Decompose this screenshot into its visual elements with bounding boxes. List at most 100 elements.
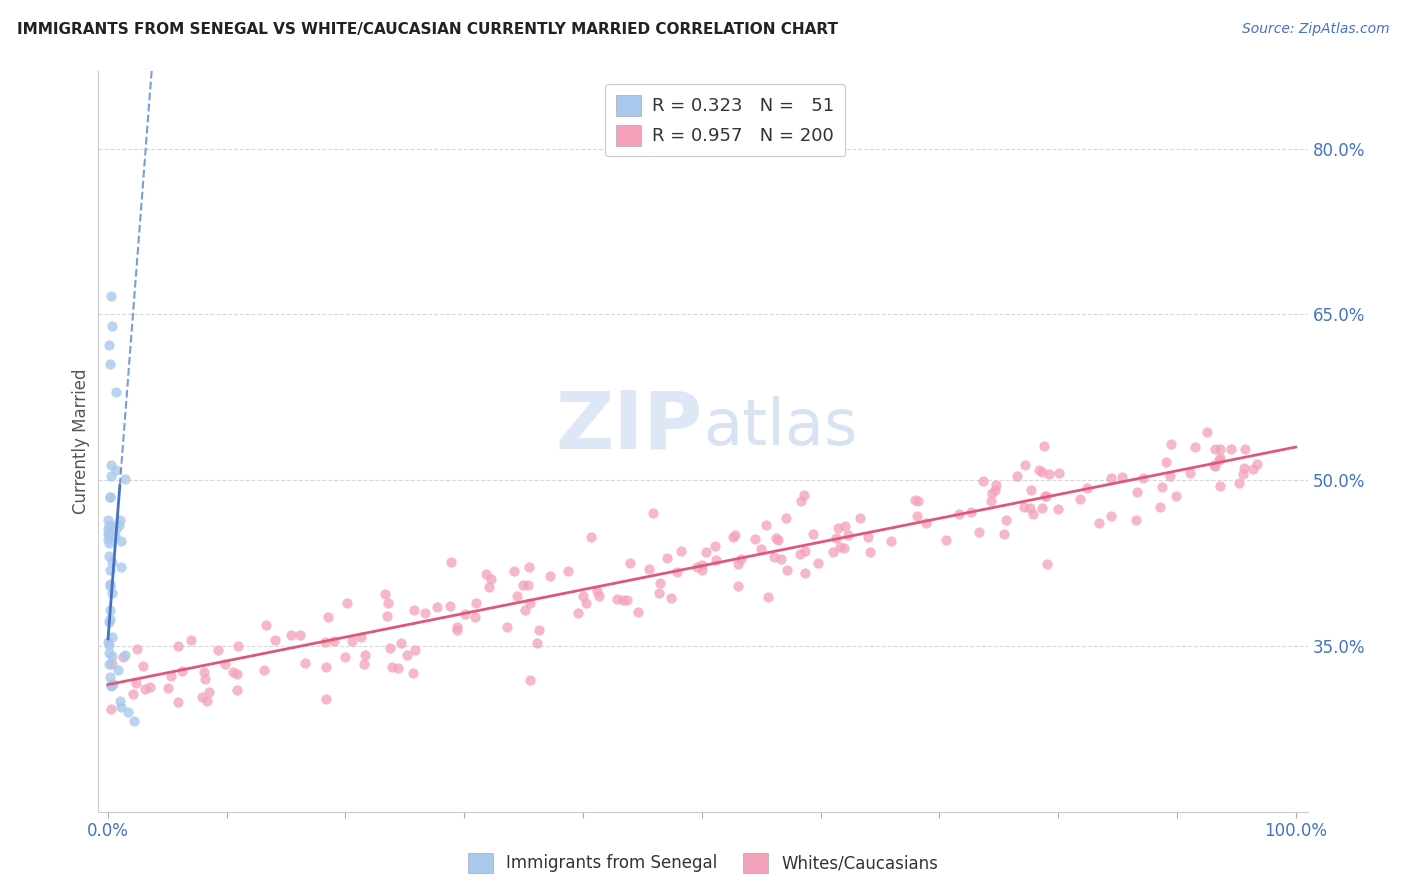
Point: [160, 668, 183, 682]
Point: [579, 530, 602, 544]
Point: [880, 533, 903, 548]
Point: [446, 620, 468, 634]
Point: [110, 513, 132, 527]
Point: [134, 681, 156, 696]
Point: [1005, 469, 1028, 483]
Point: [98, 526, 121, 541]
Point: [100, 469, 122, 483]
Point: [101, 648, 124, 663]
Point: [789, 547, 811, 561]
Point: [98, 490, 121, 504]
Point: [110, 699, 132, 714]
Point: [294, 656, 316, 670]
Point: [1227, 475, 1250, 490]
Point: [98, 638, 121, 652]
Point: [97, 635, 120, 649]
Point: [519, 673, 541, 687]
Point: [464, 610, 486, 624]
Point: [967, 524, 990, 539]
Point: [557, 564, 579, 578]
Point: [1164, 489, 1187, 503]
Point: [353, 648, 375, 662]
Point: [98, 603, 121, 617]
Point: [905, 508, 928, 523]
Point: [336, 596, 359, 610]
Point: [112, 650, 135, 665]
Point: [98, 577, 121, 591]
Point: [191, 690, 214, 704]
Text: atlas: atlas: [703, 396, 858, 458]
Point: [1232, 460, 1254, 475]
Point: [98, 338, 121, 352]
Point: [121, 688, 143, 702]
Point: [207, 643, 229, 657]
Point: [727, 558, 749, 572]
Point: [404, 602, 426, 616]
Point: [100, 657, 122, 671]
Point: [834, 518, 856, 533]
Point: [643, 506, 665, 520]
Point: [586, 584, 609, 599]
Point: [98, 646, 121, 660]
Point: [380, 640, 402, 655]
Point: [97, 549, 120, 564]
Point: [439, 599, 461, 614]
Point: [1195, 425, 1218, 439]
Point: [314, 635, 336, 649]
Point: [97, 532, 120, 546]
Point: [253, 663, 276, 677]
Point: [648, 576, 671, 591]
Point: [849, 511, 872, 525]
Point: [131, 658, 153, 673]
Point: [374, 587, 396, 601]
Point: [389, 636, 412, 650]
Point: [1076, 481, 1098, 495]
Point: [648, 586, 671, 600]
Point: [318, 610, 340, 624]
Point: [100, 458, 122, 472]
Point: [340, 634, 363, 648]
Point: [724, 527, 747, 541]
Point: [100, 630, 122, 644]
Point: [1209, 442, 1232, 456]
Point: [97, 657, 120, 672]
Point: [104, 384, 127, 399]
Point: [825, 531, 848, 545]
Point: [1099, 508, 1122, 523]
Point: [981, 485, 1004, 500]
Point: [856, 530, 879, 544]
Point: [606, 591, 628, 606]
Point: [638, 562, 661, 576]
Point: [496, 620, 519, 634]
Point: [1099, 471, 1122, 485]
Point: [821, 545, 844, 559]
Point: [197, 685, 219, 699]
Point: [995, 513, 1018, 527]
Point: [744, 532, 766, 546]
Point: [101, 586, 124, 600]
Point: [959, 505, 981, 519]
Point: [657, 550, 679, 565]
Point: [226, 683, 249, 698]
Point: [588, 589, 610, 603]
Point: [512, 577, 534, 591]
Point: [156, 681, 179, 695]
Point: [103, 528, 125, 542]
Point: [97, 526, 120, 541]
Y-axis label: Currently Married: Currently Married: [72, 368, 90, 515]
Point: [1232, 467, 1254, 482]
Point: [755, 518, 778, 533]
Point: [526, 636, 548, 650]
Point: [1022, 507, 1045, 521]
Point: [529, 623, 551, 637]
Point: [315, 692, 337, 706]
Point: [1049, 466, 1071, 480]
Point: [377, 609, 399, 624]
Point: [100, 288, 122, 302]
Point: [464, 596, 486, 610]
Point: [100, 555, 122, 569]
Point: [801, 527, 824, 541]
Point: [97, 517, 120, 532]
Point: [1209, 479, 1232, 493]
Point: [100, 678, 122, 692]
